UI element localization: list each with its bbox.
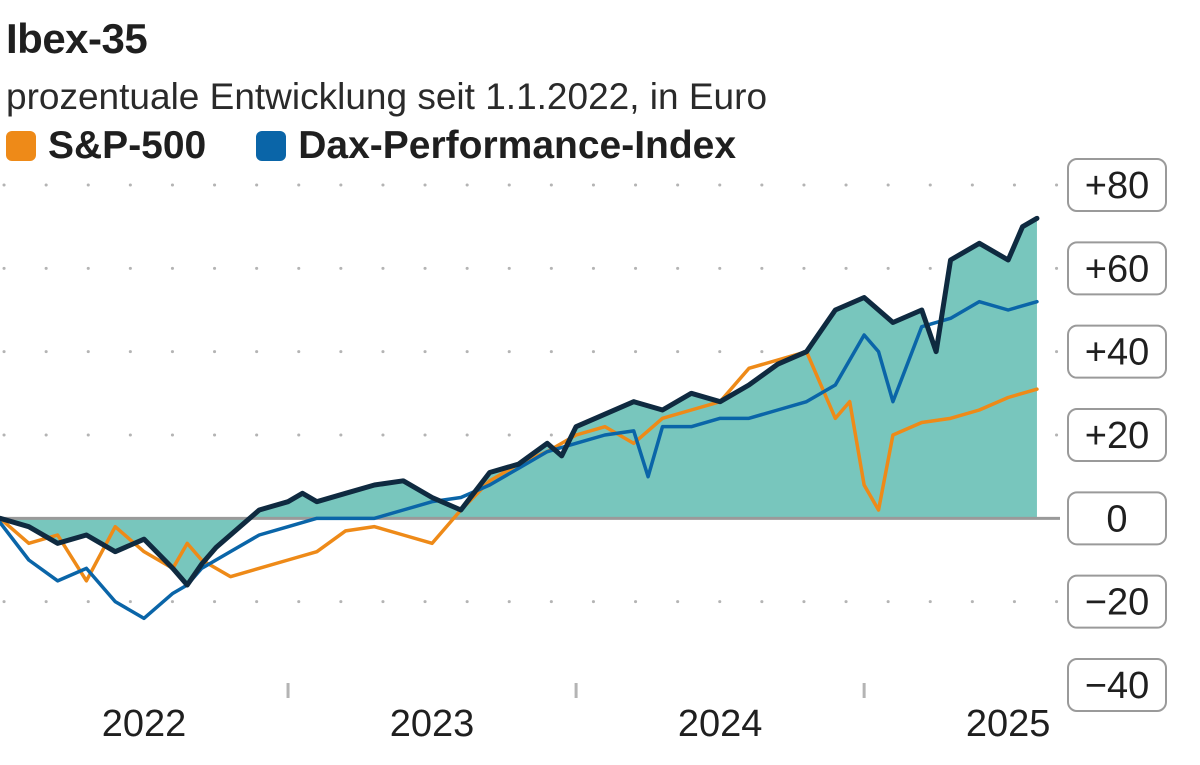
y-tick-box-4 — [1067, 324, 1167, 379]
chart-title: Ibex-35 — [6, 15, 148, 62]
legend-swatch-dax — [256, 130, 287, 161]
legend-item-dax: Dax-Performance-Index — [256, 126, 736, 165]
y-tick-label-4: +40 — [1085, 332, 1149, 374]
y-tick-box-2 — [1067, 491, 1167, 546]
x-tick-label-0: 2022 — [102, 703, 187, 745]
y-tick-label-1: −20 — [1085, 582, 1149, 624]
y-tick-box-0 — [1067, 658, 1167, 712]
y-tick-box-5 — [1067, 241, 1167, 296]
chart-subtitle: prozentuale Entwicklung seit 1.1.2022, i… — [6, 76, 768, 117]
x-tick-label-3: 2025 — [966, 703, 1051, 745]
legend-label-dax: Dax-Performance-Index — [298, 124, 737, 167]
y-tick-box-3 — [1067, 408, 1167, 462]
x-tick-label-1: 2023 — [390, 703, 475, 745]
y-tick-box-6 — [1067, 158, 1167, 212]
ibex-area — [0, 218, 1037, 586]
legend: S&P-500 Dax-Performance-Index — [6, 126, 786, 165]
y-tick-label-3: +20 — [1085, 415, 1149, 457]
y-tick-box-1 — [1067, 574, 1167, 629]
series-line-ibex-35 — [0, 215, 1040, 588]
legend-label-sp500: S&P-500 — [48, 124, 207, 167]
y-tick-label-2: 0 — [1106, 498, 1127, 540]
x-tick-label-2: 2024 — [678, 703, 763, 745]
y-tick-label-5: +60 — [1085, 248, 1149, 290]
legend-item-sp500: S&P-500 — [6, 126, 206, 165]
legend-swatch-sp500 — [6, 130, 36, 161]
series-line-s-p-500 — [0, 349, 1039, 583]
y-tick-label-0: −40 — [1085, 665, 1149, 707]
series-line-dax-performance-index — [0, 299, 1039, 621]
y-tick-label-6: +80 — [1085, 165, 1149, 207]
